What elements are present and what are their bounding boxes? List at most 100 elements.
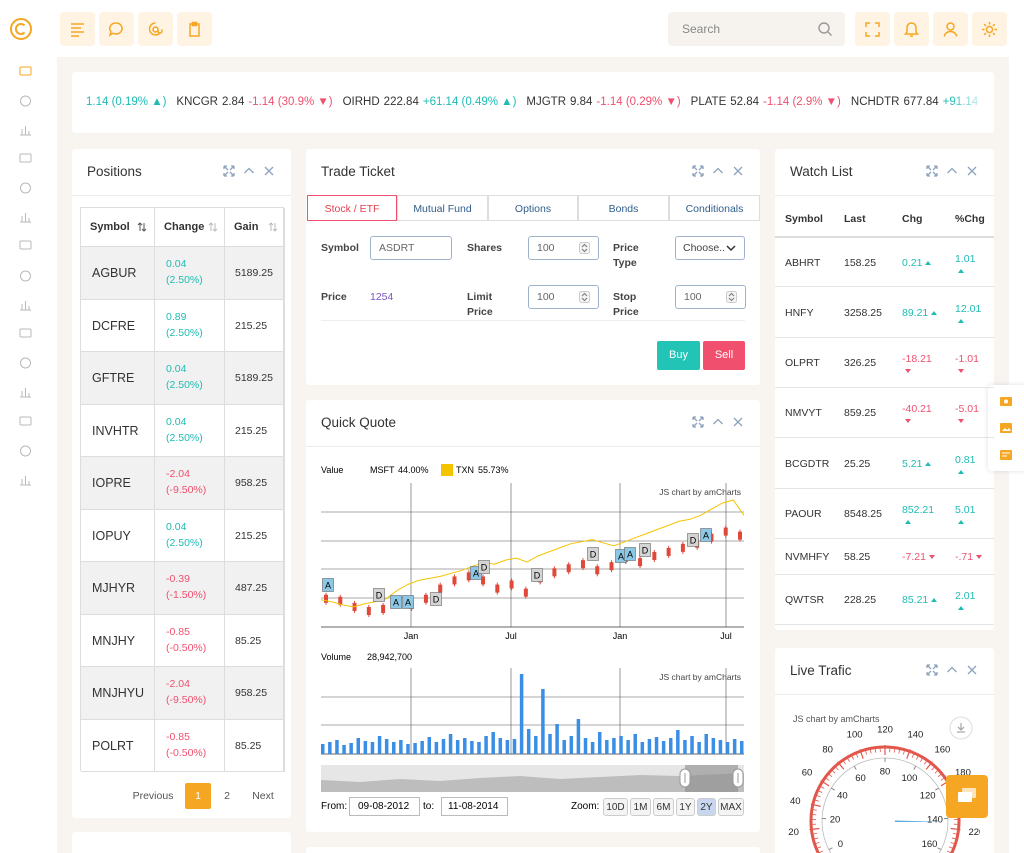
number-input[interactable]: 100 (528, 285, 599, 309)
toolbar-button[interactable] (894, 12, 929, 46)
zoom-button[interactable]: MAX (718, 798, 744, 816)
sidebar-icon[interactable] (19, 211, 32, 223)
from-input[interactable]: 09-08-2012 (349, 797, 420, 816)
header-cell[interactable]: Change (155, 208, 225, 247)
zoom-button[interactable]: 2Y (697, 798, 716, 816)
toolbar-button[interactable] (933, 12, 968, 46)
icon-shape (726, 291, 737, 303)
download-button[interactable] (949, 716, 973, 740)
sidebar-icon[interactable] (19, 474, 32, 486)
watch-row[interactable]: ABHRT 158.25 0.21 1.01 (775, 238, 994, 287)
collapse-button[interactable] (712, 416, 724, 428)
watch-row[interactable]: NMVYT 859.25 -40.21 -5.01 (775, 388, 994, 438)
ticker-item[interactable]: MJGTR 9.84 -1.14 (0.29% ▼) (526, 96, 680, 112)
cell-border (81, 614, 155, 667)
zoom-button[interactable]: 1M (630, 798, 651, 816)
sidebar-icon[interactable] (19, 328, 32, 340)
search-box[interactable]: Search (668, 12, 845, 46)
sidebar-icon[interactable] (19, 386, 32, 398)
sidebar-icon[interactable] (19, 357, 32, 369)
to-input[interactable]: 11-08-2014 (441, 797, 508, 816)
tab[interactable]: Stock / ETF (307, 195, 397, 221)
toolbar-button[interactable] (138, 12, 173, 46)
buy-button[interactable]: Buy (657, 341, 700, 370)
expand-button[interactable] (926, 664, 938, 676)
watch-row[interactable]: PAOUR 8548.25 852.21 5.01 (775, 489, 994, 539)
cell-border (155, 667, 225, 720)
column-header[interactable]: %Chg (955, 213, 985, 225)
sidebar-icon[interactable] (19, 182, 32, 194)
symbol-input[interactable]: ASDRT (370, 236, 452, 260)
page-link[interactable]: 2 (224, 790, 230, 802)
header-cell[interactable]: Gain (225, 208, 285, 247)
ticker-item[interactable]: PLATE 52.84 -1.14 (2.9% ▼) (691, 96, 841, 112)
toolbar-button[interactable] (855, 12, 890, 46)
page-button-active[interactable]: 1 (185, 783, 211, 809)
expand-button[interactable] (223, 165, 235, 177)
page-link[interactable]: Previous (132, 790, 174, 802)
sidebar-icon[interactable] (19, 240, 32, 252)
ticker-item[interactable]: KNCGR 2.84 -1.14 (30.9% ▼) (176, 96, 332, 112)
collapse-button[interactable] (712, 165, 724, 177)
sidebar-icon[interactable] (19, 66, 32, 78)
change: 0.04 (166, 258, 187, 270)
ticker-item[interactable]: OIRHD 222.84 +61.14 (0.49% ▲) (343, 96, 517, 112)
tab-label: Stock / ETF (324, 203, 380, 215)
column-header[interactable]: Chg (902, 213, 923, 225)
column-header[interactable]: Last (844, 213, 866, 225)
chat-button[interactable] (946, 775, 988, 818)
watch-row[interactable]: HNFY 3258.25 89.21 12.01 (775, 287, 994, 338)
close-button[interactable] (732, 416, 744, 428)
collapse-button[interactable] (946, 165, 958, 177)
zoom-button[interactable]: 1Y (676, 798, 695, 816)
page-link[interactable]: Next (252, 790, 274, 802)
toolbar-button[interactable] (972, 12, 1007, 46)
ticker-item[interactable]: 1.14 (0.19% ▲) (86, 96, 166, 112)
change-cell: 852.21 (902, 489, 938, 539)
watch-row[interactable]: OLPRT 326.25 -18.21 -1.01 (775, 338, 994, 388)
collapse-button[interactable] (946, 664, 958, 676)
header-cell[interactable]: Symbol (81, 208, 155, 247)
expand-button[interactable] (926, 165, 938, 177)
sidebar-icon[interactable] (19, 153, 32, 165)
tab[interactable]: Bonds (578, 195, 669, 221)
watch-row[interactable]: BCGDTR 25.25 5.21 0.81 (775, 438, 994, 489)
sell-button[interactable]: Sell (703, 341, 745, 370)
toolbar-button[interactable] (60, 12, 95, 46)
close-button[interactable] (966, 165, 978, 177)
sidebar-icon[interactable] (19, 299, 32, 311)
sidebar-icon[interactable] (19, 124, 32, 136)
zoom-button[interactable]: 10D (603, 798, 628, 816)
expand-button[interactable] (692, 416, 704, 428)
column-header[interactable]: Symbol (785, 213, 823, 225)
tray-icon[interactable] (999, 422, 1013, 434)
tab[interactable]: Conditionals (669, 195, 760, 221)
tab[interactable]: Mutual Fund (397, 195, 488, 221)
toolbar-button[interactable] (99, 12, 134, 46)
change-value: 12.01 (955, 302, 982, 315)
sidebar-icon[interactable] (19, 445, 32, 457)
expand-button[interactable] (692, 165, 704, 177)
cell-border (81, 299, 155, 352)
sidebar-icon[interactable] (19, 270, 32, 282)
close-button[interactable] (732, 165, 744, 177)
sidebar-icon[interactable] (19, 95, 32, 107)
price-type-select[interactable]: Choose.. (675, 236, 745, 260)
watch-row[interactable]: QWTSR 228.25 85.21 2.01 (775, 575, 994, 625)
number-input[interactable]: 100 (675, 285, 746, 309)
number-input[interactable]: 100 (528, 236, 599, 260)
sidebar-icon[interactable] (19, 416, 32, 428)
zoom-button[interactable]: 6M (653, 798, 674, 816)
cell-border (225, 614, 285, 667)
watch-row[interactable]: NVMHFY 58.25 -7.21 -.71 (775, 539, 994, 575)
column-header: Change (164, 221, 205, 233)
table-row: IOPUY 0.04 (2.50%) 215.25 (81, 509, 285, 562)
chart-credit: JS chart by amCharts (659, 487, 741, 497)
toolbar-button[interactable] (177, 12, 212, 46)
tab[interactable]: Options (488, 195, 578, 221)
close-button[interactable] (263, 165, 275, 177)
tray-icon[interactable] (999, 395, 1013, 407)
tray-icon[interactable] (999, 449, 1013, 461)
close-button[interactable] (966, 664, 978, 676)
collapse-button[interactable] (243, 165, 255, 177)
